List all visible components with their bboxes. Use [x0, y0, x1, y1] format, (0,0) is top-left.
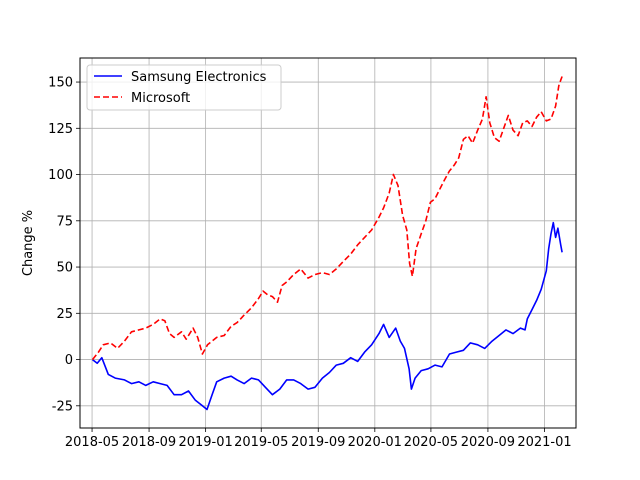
x-tick-label: 2018-09 [122, 435, 176, 450]
x-tick-label: 2020-05 [404, 435, 458, 450]
x-tick-label: 2019-09 [291, 435, 345, 450]
y-tick-label: 125 [48, 122, 73, 137]
series-lines [91, 76, 563, 411]
x-tick-label: 2020-09 [461, 435, 515, 450]
legend-box [86, 64, 282, 111]
x-tick-label: 2019-01 [178, 435, 232, 450]
y-axis-label: Change % [21, 210, 36, 276]
plot-area [80, 58, 576, 428]
y-tick-label: 150 [48, 76, 73, 91]
y-tick-label: 75 [56, 214, 73, 229]
x-tick-label: 2021-01 [517, 435, 571, 450]
axis-ticks: 2018-05 2018-09 2019-01 2019-05 2019-09 2020-… [48, 76, 571, 450]
plot-frame [79, 57, 577, 429]
x-tick-label: 2020-01 [348, 435, 402, 450]
y-tick-label: 25 [56, 307, 73, 322]
legend: Samsung Electronics Microsoft [86, 64, 282, 111]
y-tick-label: 0 [65, 353, 73, 368]
y-tick-label: 100 [48, 168, 73, 183]
series-line-microsoft [91, 76, 563, 361]
grid-lines [80, 58, 576, 428]
legend-label-samsung-electronics: Samsung Electronics [131, 70, 267, 85]
y-tick-label: -25 [52, 399, 73, 414]
series-line-samsung-electronics [92, 221, 563, 411]
x-tick-label: 2018-05 [65, 435, 119, 450]
x-tick-label: 2019-05 [234, 435, 288, 450]
y-tick-label: 50 [56, 261, 73, 276]
legend-label-microsoft: Microsoft [131, 91, 190, 106]
